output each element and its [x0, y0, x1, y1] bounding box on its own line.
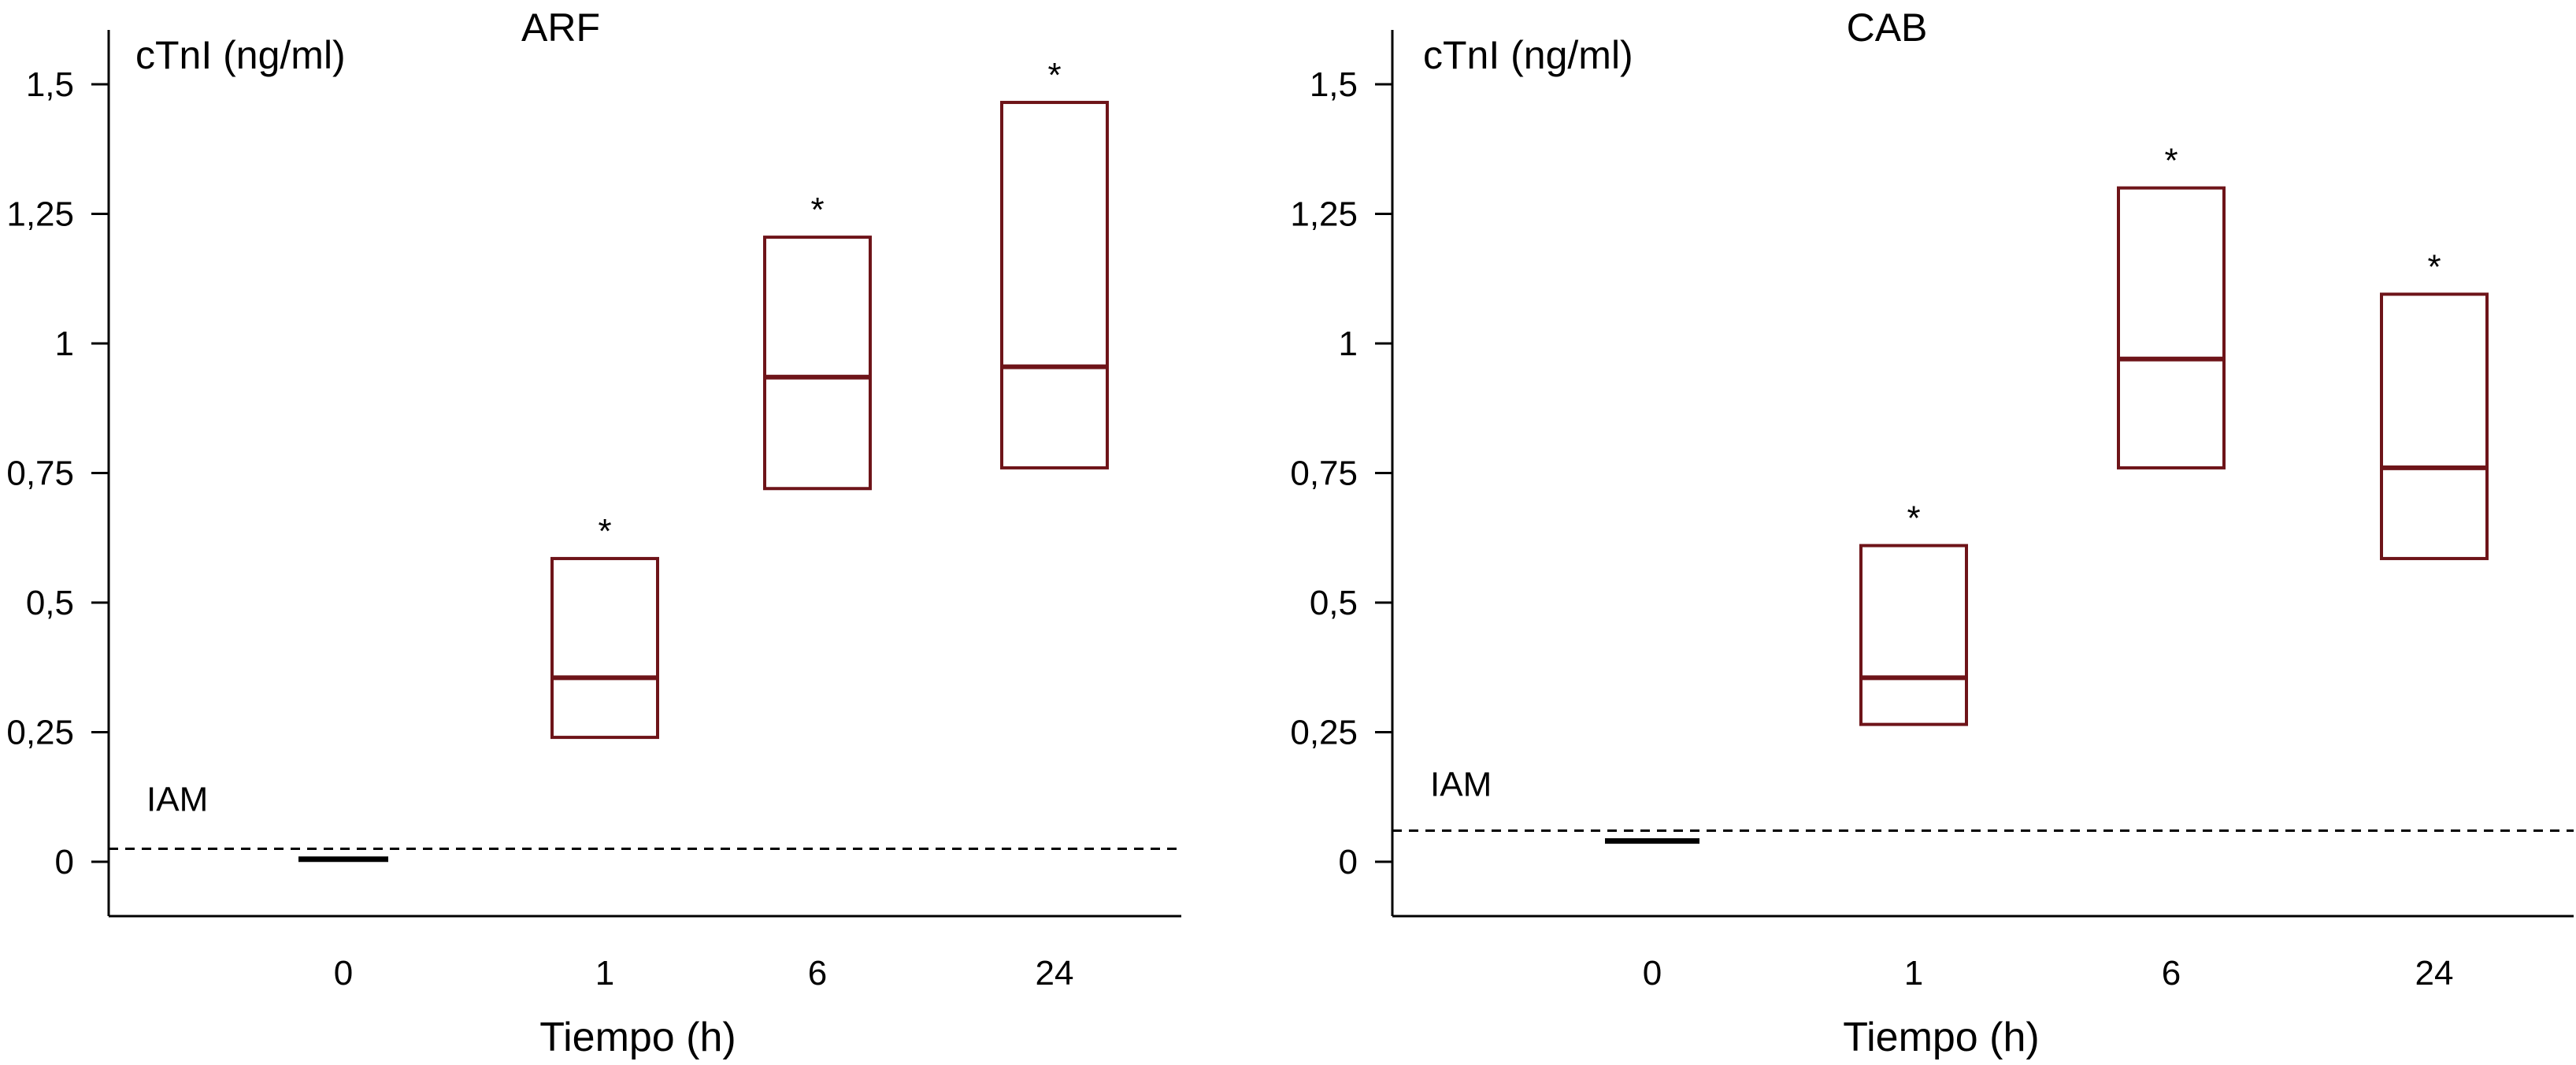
- box-iqr: [763, 236, 872, 491]
- x-axis-label: Tiempo (h): [539, 1015, 736, 1060]
- box-iqr: [2380, 292, 2489, 561]
- chart-title: CAB: [1847, 6, 1928, 50]
- y-tick-label: 1,5: [1310, 65, 1358, 104]
- significance-asterisk: *: [2427, 247, 2441, 286]
- box-iqr: [2117, 186, 2226, 469]
- y-tick-label: 1,25: [1290, 195, 1358, 234]
- y-tick-label: 0,5: [26, 584, 74, 622]
- reference-line-label: IAM: [146, 781, 208, 819]
- y-tick-label: 0,75: [1290, 455, 1358, 493]
- y-axis-label: cTnI (ng/ml): [135, 33, 346, 77]
- y-tick-label: 0: [55, 843, 74, 881]
- y-tick-label: 0,25: [6, 714, 74, 752]
- y-tick-label: 0,75: [6, 455, 74, 493]
- y-tick-label: 1: [1339, 325, 1358, 363]
- box-iqr: [550, 557, 659, 740]
- y-tick-label: 0: [1339, 843, 1358, 881]
- x-tick-label: 6: [2162, 954, 2181, 993]
- significance-asterisk: *: [1907, 499, 1920, 538]
- y-tick-label: 1,25: [6, 195, 74, 234]
- x-tick-label: 0: [1643, 954, 1662, 993]
- reference-line-label: IAM: [1430, 766, 1492, 804]
- panel-cab: 0 0,25 0,5 0,75 1 1,25 1,5 0 1 6 24 cTnI (ng/ml) CAB…: [1290, 6, 2574, 1060]
- y-axis-label: cTnI (ng/ml): [1423, 33, 1633, 77]
- y-tick-label: 0,5: [1310, 584, 1358, 622]
- chart-title: ARF: [521, 6, 600, 50]
- y-tick-label: 1,5: [26, 65, 74, 104]
- significance-asterisk: *: [598, 512, 611, 551]
- significance-asterisk: *: [2164, 142, 2178, 180]
- box-iqr: [1859, 544, 1968, 726]
- significance-asterisk: *: [810, 191, 824, 229]
- box-iqr: [1000, 101, 1109, 469]
- x-tick-label: 0: [334, 954, 353, 993]
- x-tick-label: 1: [1904, 954, 1923, 993]
- y-tick-label: 0,25: [1290, 714, 1358, 752]
- y-tick-label: 1: [55, 325, 74, 363]
- x-tick-label: 1: [595, 954, 614, 993]
- x-axis-label: Tiempo (h): [1843, 1015, 2039, 1060]
- x-tick-label: 24: [2415, 954, 2454, 993]
- x-tick-label: 6: [808, 954, 827, 993]
- significance-asterisk: *: [1047, 56, 1061, 95]
- panel-arf: 0 0,25 0,5 0,75 1 1,25 1,5 0 1 6 24 cTnI (ng/ml) ARF…: [6, 6, 1181, 1060]
- x-tick-label: 24: [1036, 954, 1074, 993]
